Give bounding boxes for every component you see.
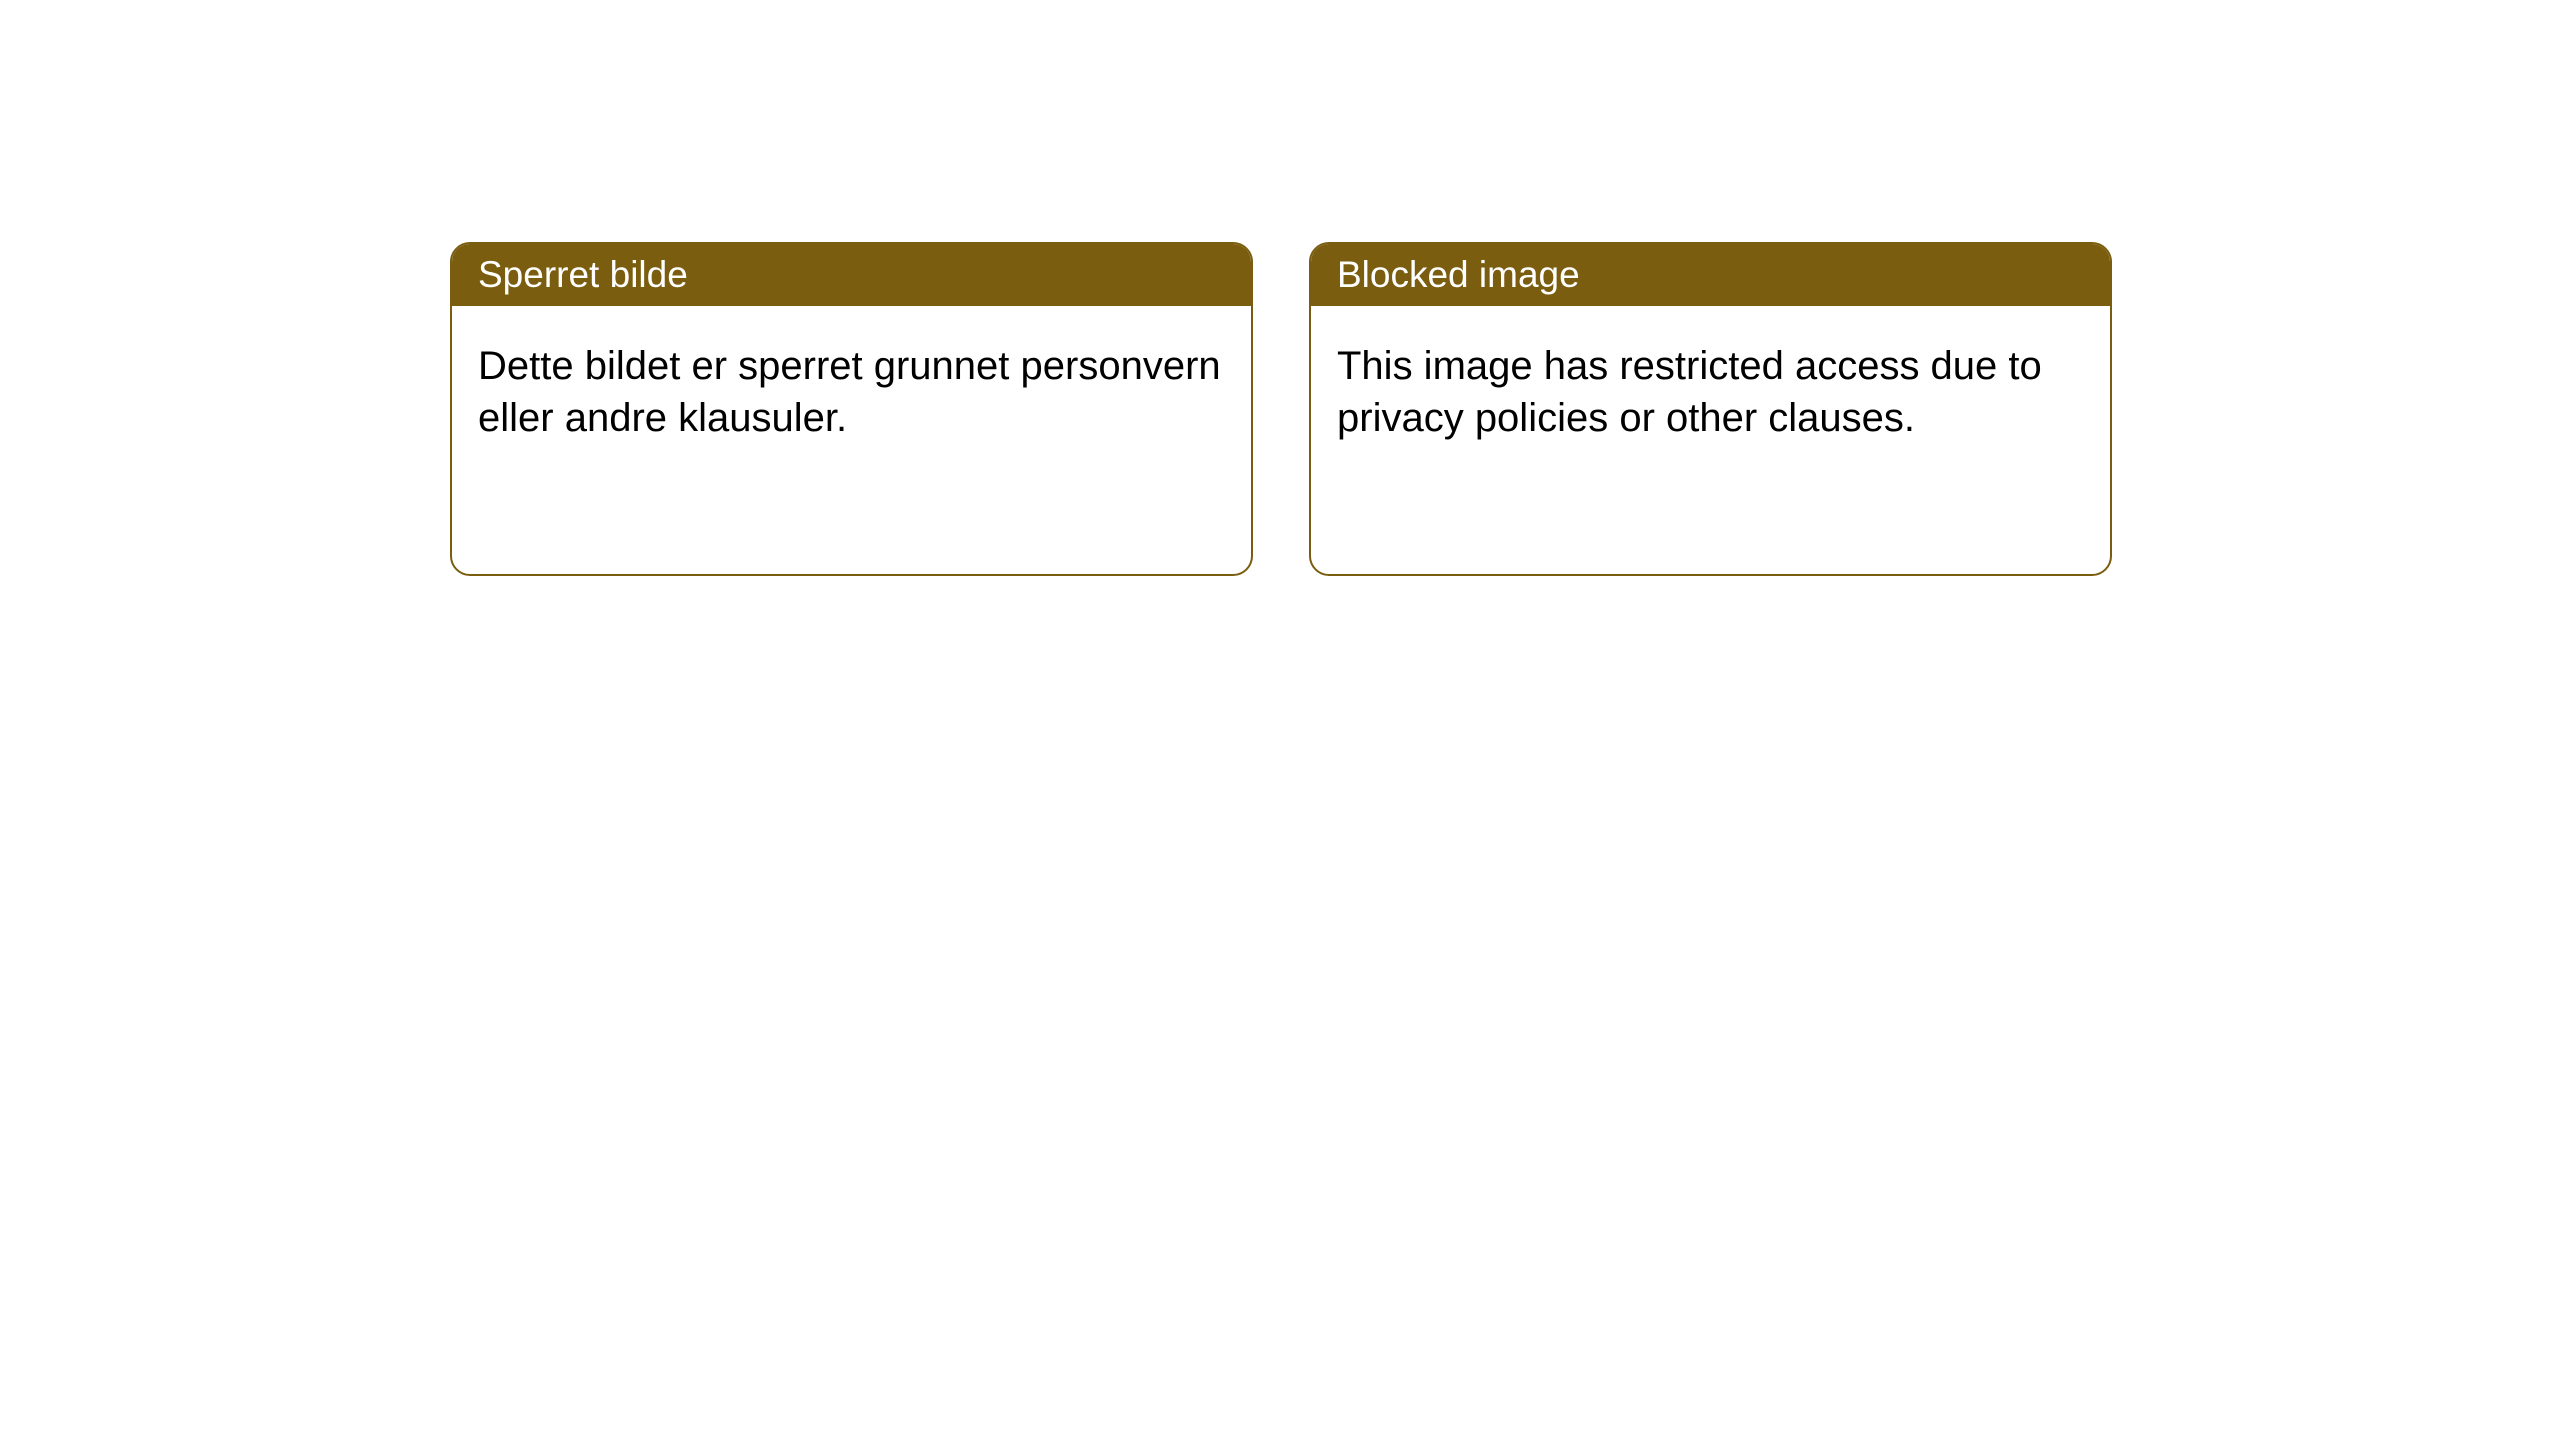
card-title: Blocked image	[1337, 254, 1580, 295]
card-body: Dette bildet er sperret grunnet personve…	[452, 306, 1251, 478]
notice-card-norwegian: Sperret bilde Dette bildet er sperret gr…	[450, 242, 1253, 576]
card-body-text: This image has restricted access due to …	[1337, 344, 2042, 440]
card-header: Sperret bilde	[452, 244, 1251, 306]
notice-cards-container: Sperret bilde Dette bildet er sperret gr…	[0, 0, 2560, 576]
notice-card-english: Blocked image This image has restricted …	[1309, 242, 2112, 576]
card-title: Sperret bilde	[478, 254, 688, 295]
card-header: Blocked image	[1311, 244, 2110, 306]
card-body: This image has restricted access due to …	[1311, 306, 2110, 478]
card-body-text: Dette bildet er sperret grunnet personve…	[478, 344, 1221, 440]
